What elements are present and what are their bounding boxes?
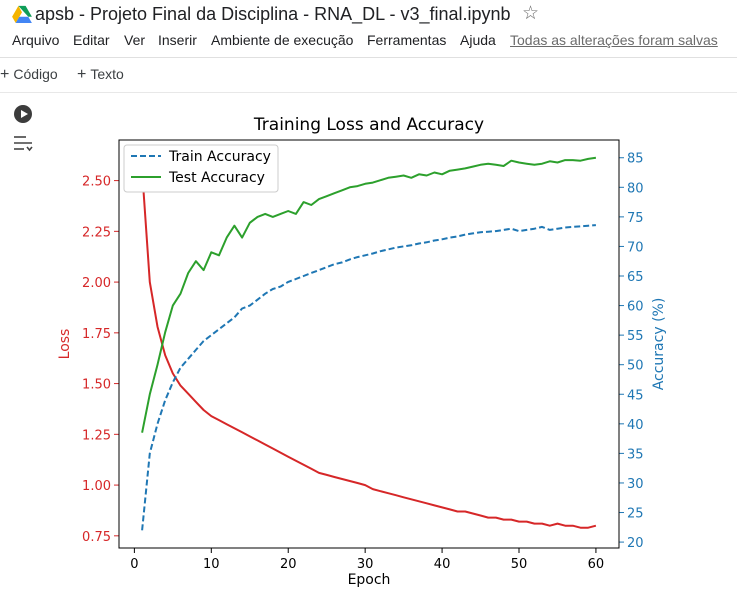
loss-line: [141, 170, 597, 529]
plus-icon: +: [0, 66, 10, 83]
accuracy-tick-label: 85: [627, 152, 644, 167]
menu-ambiente-de-execucao[interactable]: Ambiente de execução: [211, 32, 354, 48]
y2-axis-label: Accuracy (%): [651, 298, 667, 391]
x-axis-label: Epoch: [348, 572, 391, 588]
menu-bar: Arquivo Editar Ver Inserir Ambiente de e…: [0, 32, 737, 52]
y-axis-label: Loss: [57, 329, 73, 360]
accuracy-tick-label: 30: [627, 477, 644, 492]
menu-arquivo[interactable]: Arquivo: [12, 32, 60, 48]
add-code-cell-button[interactable]: + Código: [0, 66, 58, 84]
loss-tick-label: 1.75: [82, 327, 111, 342]
accuracy-tick-label: 50: [627, 359, 644, 374]
legend-box: [123, 144, 279, 193]
menu-inserir[interactable]: Inserir: [158, 32, 197, 48]
google-drive-icon: [12, 5, 32, 23]
loss-tick-label: 0.75: [82, 530, 111, 545]
training-chart: Training Loss and Accuracy 0.75 1.00 1.25 1…: [57, 115, 667, 588]
menu-divider: [0, 57, 737, 58]
menu-ferramentas[interactable]: Ferramentas: [367, 32, 447, 48]
loss-axis-ticks: 0.75 1.00 1.25 1.50 1.75 2.00 2.25 2.50: [82, 175, 119, 545]
menu-editar[interactable]: Editar: [73, 32, 110, 48]
add-text-label: Texto: [90, 66, 124, 82]
epoch-tick-label: 50: [511, 557, 528, 572]
epoch-axis-ticks: 0 10 20 30 40 50 60: [130, 548, 604, 572]
add-text-cell-button[interactable]: + Texto: [77, 66, 124, 84]
loss-tick-label: 1.50: [82, 378, 111, 393]
epoch-tick-label: 20: [280, 557, 297, 572]
epoch-tick-label: 30: [357, 557, 374, 572]
loss-tick-label: 2.00: [82, 276, 111, 291]
menu-ajuda[interactable]: Ajuda: [460, 32, 496, 48]
epoch-tick-label: 0: [130, 557, 138, 572]
loss-tick-label: 2.25: [82, 225, 111, 240]
loss-tick-label: 1.00: [82, 479, 111, 494]
accuracy-tick-label: 25: [627, 507, 644, 522]
accuracy-tick-label: 80: [627, 181, 644, 196]
chart-title: Training Loss and Accuracy: [253, 115, 484, 135]
accuracy-tick-label: 45: [627, 388, 644, 403]
title-bar: apsb - Projeto Final da Disciplina - RNA…: [0, 0, 737, 30]
legend-label-train: Train Accuracy: [168, 149, 271, 165]
accuracy-tick-label: 70: [627, 240, 644, 255]
accuracy-tick-label: 60: [627, 300, 644, 315]
menu-ver[interactable]: Ver: [124, 32, 146, 48]
notebook-title[interactable]: apsb - Projeto Final da Disciplina - RNA…: [35, 4, 511, 24]
accuracy-axis-ticks: 20 25 30 35 40 45 50 55 60 65 70 75 80 85: [619, 152, 644, 551]
save-status-link[interactable]: Todas as alterações foram salvas: [510, 32, 718, 48]
legend-label-test: Test Accuracy: [168, 170, 265, 186]
accuracy-tick-label: 40: [627, 418, 644, 433]
toolbar-divider: [0, 92, 737, 93]
accuracy-tick-label: 20: [627, 536, 644, 551]
accuracy-tick-label: 75: [627, 211, 644, 226]
plot-frame: [118, 139, 620, 549]
loss-tick-label: 2.50: [82, 175, 111, 190]
cell-gutter: [0, 93, 38, 593]
loss-tick-label: 1.25: [82, 428, 111, 443]
legend: Train Accuracy Test Accuracy: [123, 144, 279, 193]
add-code-label: Código: [13, 66, 58, 82]
accuracy-tick-label: 65: [627, 270, 644, 285]
plus-icon: +: [77, 66, 87, 83]
test-accuracy-line: [141, 156, 597, 433]
run-cell-button[interactable]: [14, 105, 32, 123]
output-toggle-icon[interactable]: [12, 133, 34, 153]
star-icon[interactable]: ☆: [522, 3, 540, 24]
epoch-tick-label: 60: [588, 557, 605, 572]
train-accuracy-line: [141, 224, 596, 531]
cell-toolbar: + Código + Texto: [0, 64, 737, 86]
accuracy-tick-label: 55: [627, 329, 644, 344]
series-lines: [141, 156, 597, 531]
epoch-tick-label: 40: [434, 557, 451, 572]
accuracy-tick-label: 35: [627, 447, 644, 462]
epoch-tick-label: 10: [203, 557, 220, 572]
